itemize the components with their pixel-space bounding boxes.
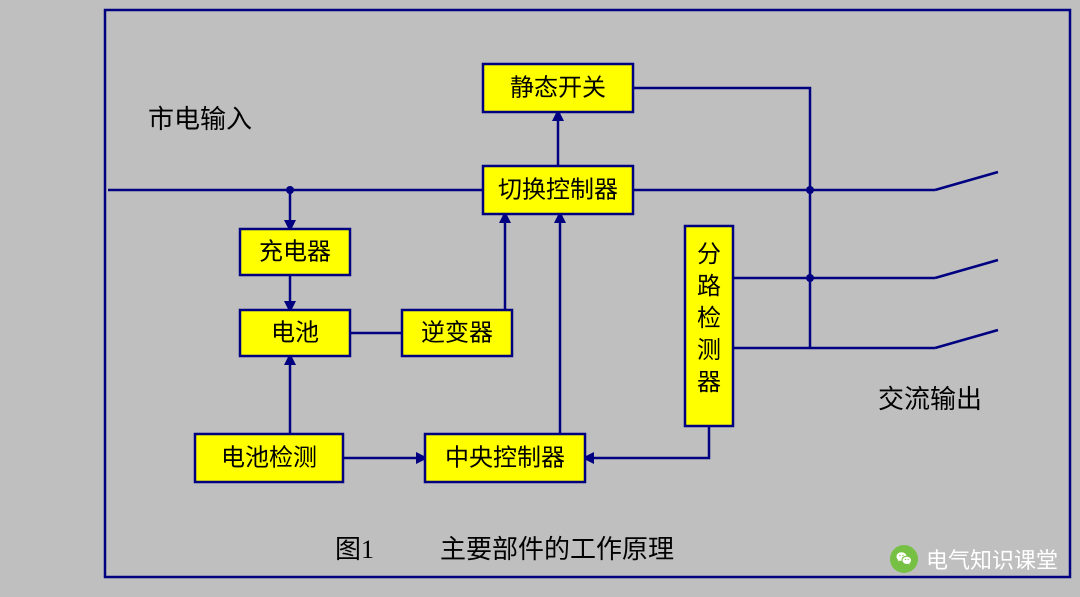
junction-dot <box>286 186 294 194</box>
credit-text: 电气知识课堂 <box>926 543 1058 575</box>
svg-text:切换控制器: 切换控制器 <box>498 177 618 204</box>
block-switch-controller: 切换控制器 <box>483 166 633 214</box>
svg-text:中央控制器: 中央控制器 <box>445 445 565 472</box>
junction-dot <box>806 186 814 194</box>
block-static-switch: 静态开关 <box>483 64 633 112</box>
branch-detector-char: 检 <box>697 305 721 332</box>
branch-detector-char: 路 <box>697 273 721 300</box>
branch-detector-char: 分 <box>697 241 721 268</box>
diagram-svg: 静态开关 切换控制器 充电器 电池 逆变器 电池检测 中央控制器 分 路 检 测… <box>0 0 1080 597</box>
wechat-icon <box>890 545 918 573</box>
label-ac-output: 交流输出 <box>878 385 982 414</box>
branch-detector-char: 器 <box>697 370 721 396</box>
block-branch-detector: 分 路 检 测 器 <box>685 226 733 426</box>
junction-dot <box>806 274 814 282</box>
watermark-credit: 电气知识课堂 <box>890 543 1058 575</box>
svg-text:电池检测: 电池检测 <box>221 445 317 472</box>
svg-text:逆变器: 逆变器 <box>421 320 493 347</box>
caption-fig-number: 图1 <box>335 535 374 564</box>
caption-fig-title: 主要部件的工作原理 <box>440 535 674 564</box>
svg-text:充电器: 充电器 <box>259 239 331 266</box>
label-mains-input: 市电输入 <box>148 105 252 134</box>
svg-text:静态开关: 静态开关 <box>510 75 606 102</box>
block-inverter: 逆变器 <box>402 310 512 356</box>
block-battery-detect: 电池检测 <box>195 434 343 482</box>
block-battery: 电池 <box>240 310 350 356</box>
block-charger: 充电器 <box>240 229 350 275</box>
svg-text:电池: 电池 <box>271 320 319 347</box>
block-central-controller: 中央控制器 <box>425 434 585 482</box>
branch-detector-char: 测 <box>697 337 721 364</box>
